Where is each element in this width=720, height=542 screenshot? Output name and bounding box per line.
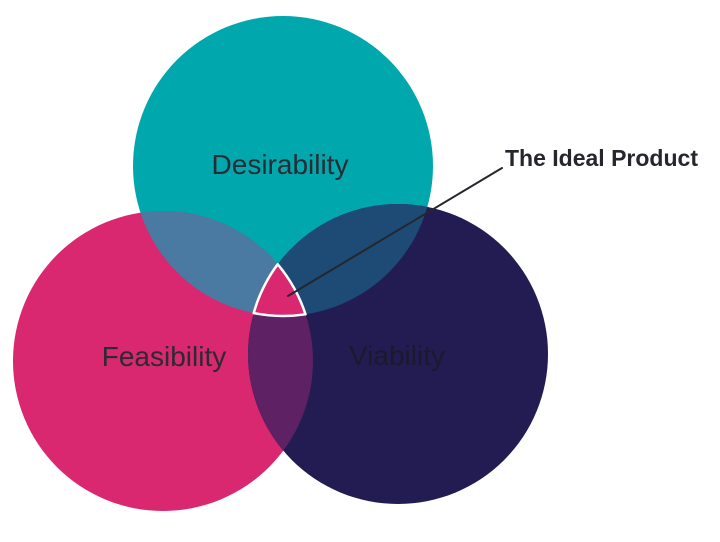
viability-label: Viability bbox=[349, 340, 445, 371]
center-overlap-region bbox=[252, 263, 307, 318]
desirability-label: Desirability bbox=[212, 149, 349, 180]
overlap-desirability-feasibility bbox=[133, 211, 313, 316]
annotation-label: The Ideal Product bbox=[505, 145, 698, 171]
overlap-desirability-viability bbox=[248, 204, 433, 316]
annotation-pointer-line bbox=[287, 167, 503, 297]
feasibility-label: Feasibility bbox=[102, 341, 226, 372]
